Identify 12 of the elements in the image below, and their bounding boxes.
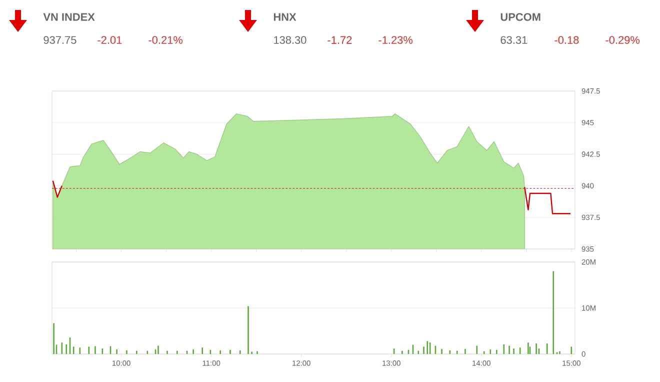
data-label: -0.21% xyxy=(148,36,183,44)
category-label: VN INDEX xyxy=(43,13,95,21)
data-label: -1.72 xyxy=(328,36,352,44)
data-label: -2.01 xyxy=(98,36,122,44)
data-label: 937.75 xyxy=(44,36,76,44)
data-label: 138.30 xyxy=(274,36,306,44)
data-label: -0.29% xyxy=(606,36,640,44)
category-label: UPCOM xyxy=(500,13,540,21)
data-label: -1.23% xyxy=(378,36,413,44)
data-label: 63.31 xyxy=(500,36,528,44)
category-label: HNX xyxy=(274,13,296,21)
data-label: -0.18 xyxy=(554,36,579,44)
